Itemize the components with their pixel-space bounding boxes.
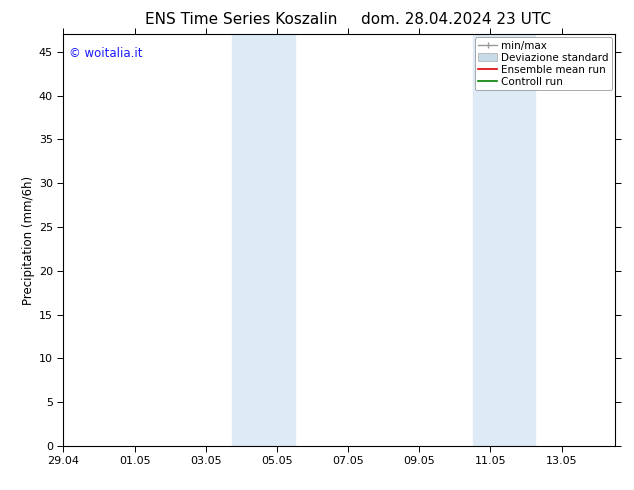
Text: ENS Time Series Koszalin: ENS Time Series Koszalin [145, 12, 337, 27]
Text: © woitalia.it: © woitalia.it [69, 47, 143, 60]
Legend: min/max, Deviazione standard, Ensemble mean run, Controll run: min/max, Deviazione standard, Ensemble m… [476, 37, 612, 90]
Bar [472, 34, 535, 446]
Bar [233, 34, 295, 446]
Y-axis label: Precipitation (mm/6h): Precipitation (mm/6h) [22, 175, 35, 305]
Text: dom. 28.04.2024 23 UTC: dom. 28.04.2024 23 UTC [361, 12, 552, 27]
